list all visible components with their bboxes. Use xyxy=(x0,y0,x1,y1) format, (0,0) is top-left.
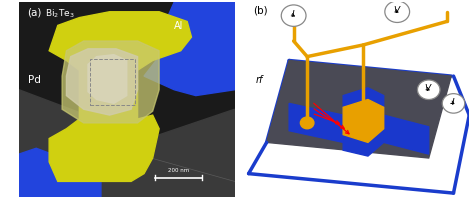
Polygon shape xyxy=(343,88,383,156)
Polygon shape xyxy=(289,103,343,142)
Polygon shape xyxy=(49,12,191,181)
Text: (a): (a) xyxy=(27,8,42,18)
Text: $V$: $V$ xyxy=(393,4,401,15)
Text: Bi$_2$Te$_3$: Bi$_2$Te$_3$ xyxy=(45,8,74,20)
Bar xyxy=(90,59,136,105)
Text: $V$: $V$ xyxy=(424,82,433,93)
Text: Al: Al xyxy=(174,21,183,31)
Circle shape xyxy=(281,5,306,26)
Polygon shape xyxy=(144,2,235,96)
Text: Pd: Pd xyxy=(27,75,40,85)
Polygon shape xyxy=(383,115,428,154)
Polygon shape xyxy=(343,100,383,142)
Polygon shape xyxy=(66,49,137,115)
Text: $I$: $I$ xyxy=(292,8,296,19)
Polygon shape xyxy=(62,41,159,123)
Text: 200 nm: 200 nm xyxy=(168,168,189,173)
Text: (b): (b) xyxy=(253,6,268,16)
Circle shape xyxy=(385,1,410,22)
Text: rf: rf xyxy=(255,75,263,85)
Circle shape xyxy=(301,117,314,129)
Polygon shape xyxy=(88,55,127,103)
Polygon shape xyxy=(19,148,101,197)
Polygon shape xyxy=(266,60,451,158)
Text: $I$: $I$ xyxy=(451,96,456,107)
Circle shape xyxy=(418,80,440,100)
Circle shape xyxy=(442,94,465,113)
Polygon shape xyxy=(19,90,235,197)
